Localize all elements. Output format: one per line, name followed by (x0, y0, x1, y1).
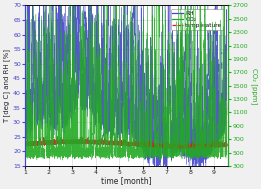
X-axis label: time [month]: time [month] (101, 177, 152, 186)
Y-axis label: CO₂ [ppm]: CO₂ [ppm] (251, 68, 258, 104)
Legend: RH, CO₂, temperature: RH, CO₂, temperature (171, 9, 224, 30)
Y-axis label: T [deg C] and RH [%]: T [deg C] and RH [%] (3, 49, 10, 123)
